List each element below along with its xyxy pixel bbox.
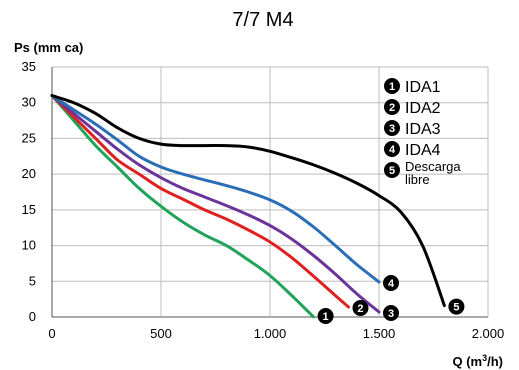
series-line-ida1	[50, 94, 316, 319]
svg-text:1: 1	[389, 81, 395, 93]
end-marker-ida3: 3	[383, 305, 399, 321]
series-line-ida2	[50, 94, 350, 309]
x-tick-label: 1.500	[363, 326, 396, 341]
series-lines	[50, 94, 446, 319]
legend-marker-5: 5	[384, 162, 400, 178]
y-tick-label: 30	[22, 95, 36, 110]
x-axis-label-main: Q (m	[452, 354, 482, 369]
end-marker-descarga-libre: 5	[448, 298, 465, 315]
y-tick-label: 35	[22, 59, 36, 74]
y-tick-label: 20	[22, 166, 36, 181]
x-tick-label: 1.000	[254, 326, 287, 341]
end-marker-ida4: 4	[383, 275, 399, 291]
svg-text:5: 5	[389, 165, 395, 177]
legend-label-line2: libre	[405, 172, 430, 187]
x-tick-label: 0	[48, 326, 55, 341]
svg-text:4: 4	[389, 144, 396, 156]
end-marker-ida1: 1	[317, 308, 334, 324]
x-axis-label: Q (m3/h)	[452, 353, 503, 369]
legend-label: IDA2	[405, 100, 441, 117]
end-marker-ida2: 2	[352, 300, 369, 316]
x-axis-label-sup: 3	[482, 353, 487, 363]
x-tick-label: 2.000	[472, 326, 505, 341]
series-line-ida4	[50, 94, 381, 284]
y-tick-label: 25	[22, 130, 36, 145]
x-tick-label: 500	[150, 326, 172, 341]
legend-marker-3: 3	[384, 120, 400, 136]
series-line-ida3	[50, 94, 381, 314]
legend-label: IDA3	[405, 121, 441, 138]
svg-text:3: 3	[389, 123, 395, 135]
y-tick-label: 0	[29, 309, 36, 324]
svg-text:2: 2	[357, 303, 363, 315]
x-axis-label-end: /h)	[487, 354, 503, 369]
y-tick-label: 10	[22, 238, 36, 253]
y-axis-label: Ps (mm ca)	[14, 40, 83, 55]
svg-text:5: 5	[453, 302, 459, 314]
legend-label: IDA4	[405, 142, 441, 159]
legend-marker-2: 2	[384, 99, 400, 115]
series-end-markers: 1 2 3 4 5	[317, 275, 465, 324]
svg-text:1: 1	[323, 311, 329, 323]
svg-text:3: 3	[388, 308, 394, 320]
chart-title: 7/7 M4	[232, 9, 293, 31]
series-line-descarga-libre	[50, 94, 446, 308]
legend-marker-1: 1	[384, 78, 400, 94]
legend-label-line1: Descarga	[405, 159, 461, 174]
svg-text:2: 2	[389, 102, 395, 114]
svg-text:4: 4	[388, 278, 395, 290]
legend-marker-4: 4	[384, 141, 400, 157]
legend-label: IDA1	[405, 79, 441, 96]
y-tick-label: 15	[22, 202, 36, 217]
y-tick-label: 5	[29, 273, 36, 288]
